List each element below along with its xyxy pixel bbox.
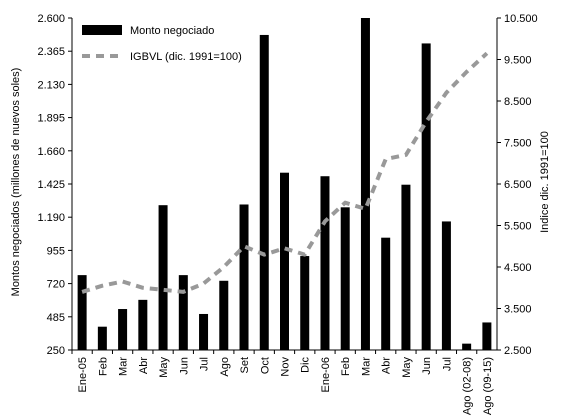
bar-monto-negociado [320, 176, 330, 350]
x-tick-label: Feb [97, 357, 109, 376]
y-left-tick-label: 2.365 [37, 46, 65, 58]
x-tick-label: Set [239, 357, 251, 374]
x-tick-label: May [401, 357, 413, 378]
x-tick-label: Ene-06 [320, 357, 332, 392]
x-tick-label: Ago (02-08) [462, 357, 474, 415]
y-right-tick-label: 4.500 [504, 262, 532, 274]
x-tick-label: Jun [178, 357, 190, 375]
x-tick-label: Feb [340, 357, 352, 376]
x-tick-label: Jul [199, 357, 211, 371]
legend-label-bar: Monto negociado [130, 25, 214, 37]
bar-monto-negociado [280, 172, 289, 350]
y-right-tick-label: 8.500 [504, 96, 532, 108]
x-tick-label: Ene-05 [77, 357, 89, 392]
y-left-tick-label: 1.660 [37, 146, 65, 158]
y-right-tick-label: 6.500 [504, 179, 532, 191]
x-tick-label: Oct [259, 357, 271, 374]
x-tick-label: Abr [381, 357, 393, 374]
x-tick-label: Jul [441, 357, 453, 371]
y-left-tick-label: 2.600 [37, 13, 65, 25]
bar-monto-negociado [381, 237, 391, 350]
bar-monto-negociado [462, 343, 472, 350]
bar-monto-negociado [77, 275, 87, 350]
y-right-tick-label: 5.500 [504, 221, 532, 233]
legend: Monto negociado IGBVL (dic. 1991=100) [82, 25, 242, 63]
y-left-tick-label: 1.190 [37, 212, 65, 224]
y-right-tick-label: 2.500 [504, 345, 532, 357]
y-axis-right-title: Indice dic. 1991=100 [539, 131, 551, 233]
plot-area: 2.600 2.365 2.130 1.895 1.660 1.425 1.190 955 72… [37, 13, 537, 415]
bar-monto-negociado [259, 34, 269, 351]
y-right-tick-label: 9.500 [504, 55, 532, 67]
y-left-tick-label: 1.895 [37, 113, 65, 125]
bar-monto-negociado [239, 204, 249, 350]
y-right-tick-label: 3.500 [504, 304, 532, 316]
bar-monto-negociado [401, 184, 411, 350]
x-tick-label: Nov [280, 357, 292, 377]
y-axis-left-title: Montos negociados (millones de nuevos so… [10, 68, 22, 297]
bar-monto-negociado [199, 313, 209, 350]
y-right-tick-label: 7.500 [504, 138, 532, 150]
bar-monto-negociado [441, 221, 451, 350]
bar-monto-negociado [97, 326, 107, 350]
y-left-tick-label: 250 [47, 345, 65, 357]
y-left-tick-label: 2.130 [37, 79, 65, 91]
bar-monto-negociado [360, 18, 370, 350]
y-left-tick-label: 720 [47, 279, 65, 291]
bar-monto-negociado [158, 205, 168, 350]
bar-monto-negociado [340, 207, 350, 350]
x-tick-label: Abr [138, 357, 150, 374]
y-left-tick-label: 955 [47, 245, 65, 257]
y-right-tick-label: 10.500 [504, 13, 538, 25]
legend-swatch-bar [82, 25, 122, 35]
legend-label-line: IGBVL (dic. 1991=100) [130, 51, 242, 63]
y-left-tick-label: 1.425 [37, 179, 65, 191]
y-left-tick-label: 485 [47, 312, 65, 324]
bar-monto-negociado [421, 43, 431, 351]
bar-monto-negociado [482, 322, 492, 350]
x-tick-label: Jun [421, 357, 433, 375]
x-tick-label: Mar [118, 357, 130, 376]
x-tick-label: Mar [360, 357, 372, 376]
x-tick-label: May [158, 357, 170, 378]
bar-monto-negociado [118, 309, 128, 350]
x-tick-label: Dic [300, 357, 312, 373]
bar-monto-negociado [138, 299, 148, 350]
x-tick-label: Ago (09-15) [482, 357, 494, 415]
bar-monto-negociado [300, 256, 310, 350]
bar-monto-negociado [178, 275, 188, 350]
x-tick-label: Ago [219, 357, 231, 377]
bar-monto-negociado [219, 280, 229, 350]
